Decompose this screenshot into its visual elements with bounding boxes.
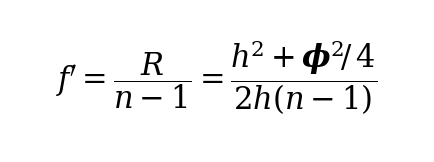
Text: $\mathbf{\mathit{f}}^{\prime} = \dfrac{\mathbf{\mathit{R}}}{\mathbf{\mathit{n}}-: $\mathbf{\mathit{f}}^{\prime} = \dfrac{\… bbox=[56, 39, 378, 117]
